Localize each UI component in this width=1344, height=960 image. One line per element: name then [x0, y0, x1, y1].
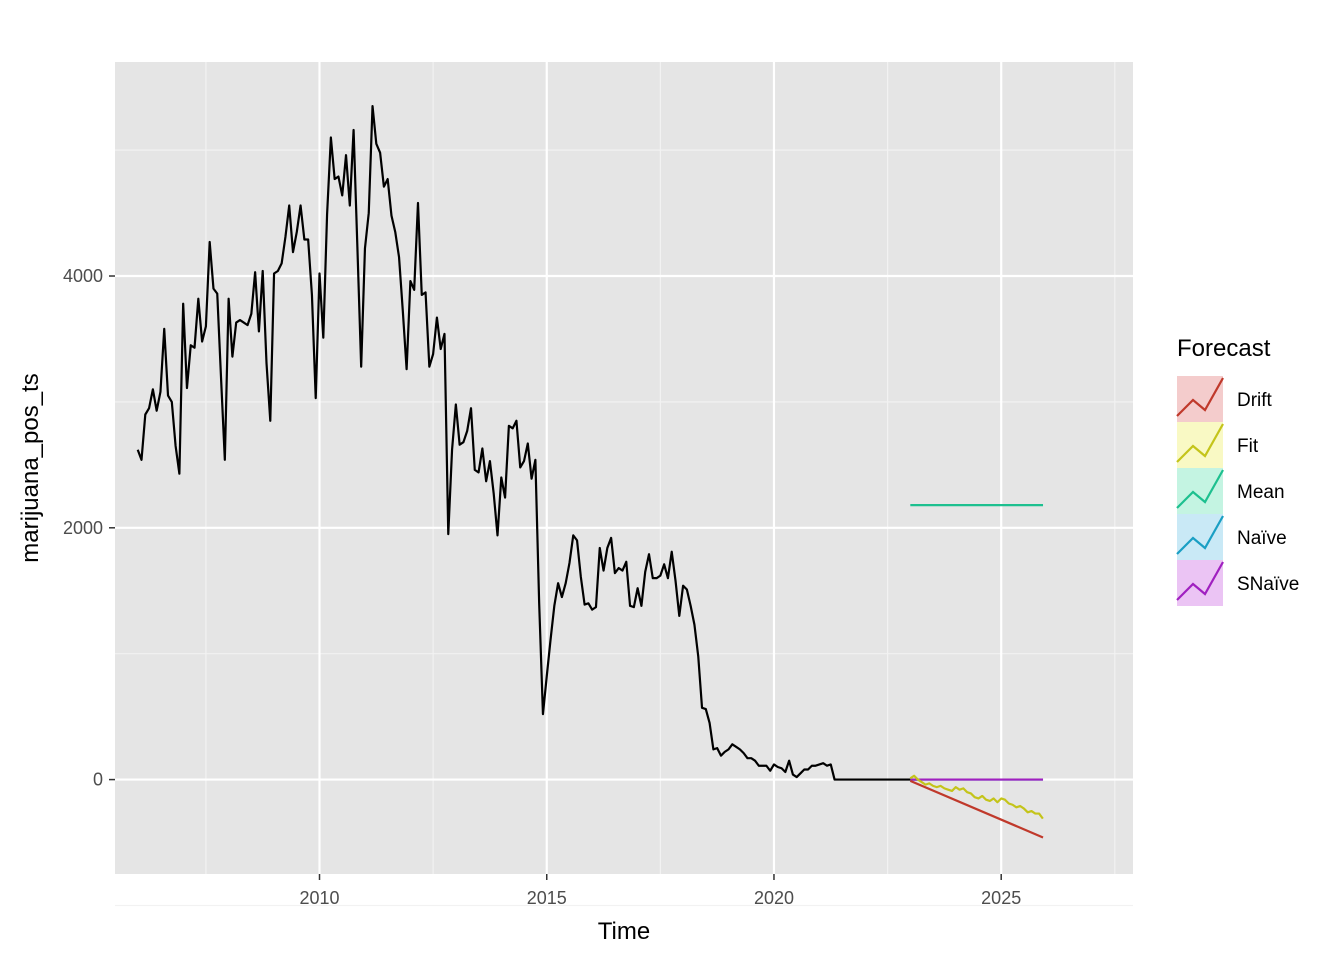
legend-glyph-drift [1176, 377, 1224, 417]
series-layer [136, 104, 1044, 839]
x-axis-title: Time [598, 918, 650, 945]
legend-label-mean: Mean [1237, 482, 1285, 503]
legend-glyph-mean [1176, 469, 1224, 509]
history-series-line [136, 104, 922, 781]
x-tick-label: 2025 [981, 888, 1021, 908]
plot-panel [115, 62, 1133, 874]
series-line-fit [909, 774, 1044, 820]
legend-key-snave [1177, 560, 1223, 606]
minor-gridlines [115, 62, 1133, 907]
legend-label-snave: SNaïve [1237, 574, 1299, 595]
legend-label-fit: Fit [1237, 436, 1259, 457]
x-axis: 2010 2015 2020 2025 [299, 874, 1021, 908]
legend-key-drift [1177, 376, 1223, 422]
x-tick-label: 2020 [754, 888, 794, 908]
x-tick-label: 2015 [527, 888, 567, 908]
legend-glyph-snave [1176, 561, 1224, 601]
legend-key-nave [1177, 514, 1223, 560]
legend-key-mean [1177, 468, 1223, 514]
legend-glyph-fit [1176, 423, 1224, 463]
x-tick-label: 2010 [299, 888, 339, 908]
y-axis-title: marijuana_pos_ts [17, 373, 44, 562]
legend-label-nave: Naïve [1237, 528, 1287, 549]
legend-glyph-nave [1176, 515, 1224, 555]
legend: Forecast Drift Fit Mean Naïve SNaïve [1176, 335, 1299, 606]
legend-label-drift: Drift [1237, 390, 1273, 411]
legend-key-fit [1177, 422, 1223, 468]
y-tick-label: 2000 [63, 518, 103, 538]
series-line-drift [909, 779, 1044, 839]
legend-title: Forecast [1177, 335, 1271, 362]
y-axis: 0 2000 4000 [63, 266, 115, 790]
y-tick-label: 0 [93, 770, 103, 790]
y-tick-label: 4000 [63, 266, 103, 286]
